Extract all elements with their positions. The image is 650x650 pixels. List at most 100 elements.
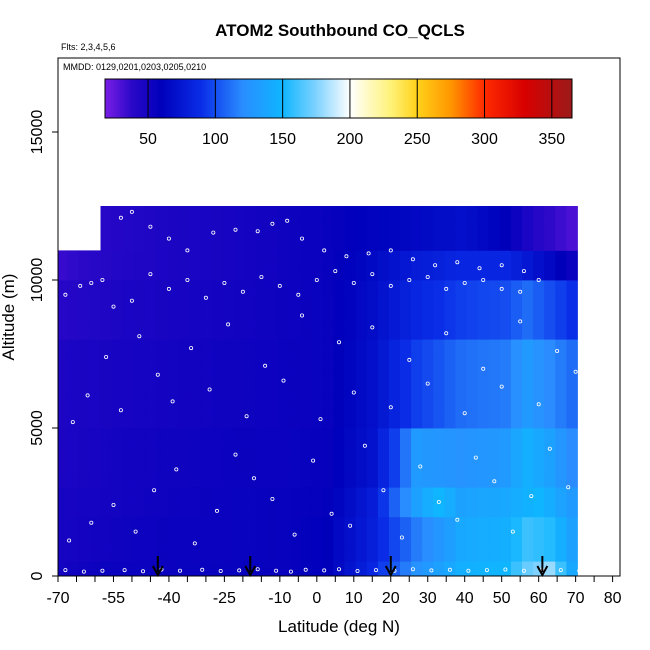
heatmap-cell bbox=[422, 235, 434, 251]
heatmap-cell bbox=[67, 354, 79, 370]
heatmap-cell bbox=[322, 294, 334, 310]
heatmap-cell bbox=[58, 561, 68, 576]
heatmap-cell bbox=[477, 398, 490, 414]
heatmap-cell bbox=[510, 309, 523, 325]
heatmap-cell bbox=[366, 235, 379, 251]
heatmap-cell bbox=[266, 368, 279, 384]
heatmap-cell bbox=[455, 250, 467, 266]
sample-point bbox=[481, 366, 486, 371]
heatmap-cell bbox=[67, 472, 79, 488]
heatmap-cell bbox=[58, 457, 68, 473]
sample-point bbox=[466, 568, 471, 573]
heatmap-cell bbox=[255, 457, 268, 473]
heatmap-cell bbox=[155, 442, 168, 458]
heatmap-cell bbox=[78, 487, 90, 503]
heatmap-cell bbox=[67, 339, 79, 355]
heatmap-cell bbox=[200, 354, 212, 370]
heatmap-cell bbox=[300, 294, 312, 310]
heatmap-cell bbox=[167, 235, 179, 251]
heatmap-cell bbox=[555, 531, 567, 547]
heatmap-cell bbox=[300, 324, 312, 340]
heatmap-cell bbox=[111, 220, 124, 236]
heatmap-cell bbox=[255, 339, 268, 355]
heatmap-cell bbox=[544, 265, 556, 281]
heatmap-cell bbox=[522, 457, 534, 473]
heatmap-cell bbox=[422, 442, 434, 458]
heatmap-cell bbox=[122, 531, 135, 547]
heatmap-cell bbox=[366, 206, 379, 222]
heatmap-cell bbox=[200, 235, 212, 251]
heatmap-cell bbox=[400, 546, 412, 562]
heatmap-cell bbox=[322, 354, 334, 370]
heatmap-cell bbox=[422, 354, 434, 370]
heatmap-cell bbox=[544, 531, 556, 547]
heatmap-cell bbox=[233, 472, 246, 488]
heatmap-cell bbox=[400, 502, 412, 518]
heatmap-cell bbox=[477, 220, 490, 236]
sample-point bbox=[118, 408, 123, 413]
sample-point bbox=[436, 499, 441, 504]
heatmap-cell bbox=[100, 398, 113, 414]
heatmap-cell bbox=[89, 531, 101, 547]
x-tick-label: -10 bbox=[268, 590, 291, 607]
heatmap-cell bbox=[433, 428, 445, 444]
heatmap-cell bbox=[277, 250, 290, 266]
heatmap-cell bbox=[488, 546, 501, 562]
heatmap-cell bbox=[111, 413, 124, 429]
heatmap-cell bbox=[233, 546, 246, 562]
heatmap-cell bbox=[89, 398, 101, 414]
heatmap-cell bbox=[222, 398, 235, 414]
heatmap-cell bbox=[355, 235, 368, 251]
heatmap-cell bbox=[200, 546, 212, 562]
heatmap-cell bbox=[167, 546, 179, 562]
sample-point bbox=[425, 274, 430, 279]
heatmap-cell bbox=[300, 428, 312, 444]
sample-point bbox=[166, 286, 171, 291]
heatmap-cell bbox=[533, 235, 545, 251]
arrow-head bbox=[151, 565, 164, 578]
arrow-head bbox=[244, 565, 257, 578]
heatmap-cell bbox=[211, 294, 223, 310]
heatmap-cell bbox=[58, 280, 68, 296]
heatmap-cell bbox=[377, 398, 390, 414]
heatmap-cell bbox=[444, 546, 456, 562]
heatmap-cell bbox=[144, 368, 157, 384]
heatmap-cell bbox=[444, 339, 456, 355]
heatmap-cell bbox=[311, 309, 323, 325]
heatmap-cell bbox=[58, 265, 68, 281]
heatmap-cell bbox=[566, 235, 578, 251]
heatmap-cell bbox=[555, 206, 567, 222]
heatmap-cell bbox=[377, 250, 390, 266]
heatmap-cell bbox=[455, 220, 467, 236]
heatmap-cell bbox=[222, 339, 235, 355]
heatmap-cell bbox=[533, 413, 545, 429]
heatmap-cell bbox=[255, 206, 268, 222]
heatmap-cell bbox=[422, 280, 434, 296]
heatmap-cell bbox=[133, 339, 146, 355]
heatmap-cell bbox=[189, 324, 201, 340]
heatmap-cell bbox=[178, 398, 190, 414]
heatmap-cell bbox=[555, 413, 567, 429]
heatmap-cell bbox=[566, 324, 578, 340]
heatmap-cell bbox=[67, 309, 79, 325]
heatmap-cell bbox=[300, 502, 312, 518]
heatmap-cell bbox=[222, 250, 235, 266]
heatmap-cell bbox=[155, 368, 168, 384]
heatmap-cell bbox=[311, 235, 323, 251]
heatmap-cell bbox=[311, 250, 323, 266]
heatmap-cell bbox=[455, 561, 467, 576]
heatmap-cell bbox=[311, 206, 323, 222]
heatmap-cell bbox=[522, 413, 534, 429]
heatmap-cell bbox=[266, 546, 279, 562]
heatmap-cell bbox=[100, 220, 113, 236]
heatmap-cell bbox=[455, 413, 467, 429]
heatmap-cell bbox=[78, 324, 90, 340]
heatmap-cell bbox=[333, 561, 345, 576]
heatmap-cell bbox=[111, 339, 124, 355]
heatmap-cell bbox=[344, 457, 357, 473]
heatmap-cell bbox=[233, 294, 246, 310]
heatmap-cell bbox=[289, 516, 301, 532]
heatmap-cell bbox=[466, 280, 479, 296]
heatmap-cell bbox=[277, 280, 290, 296]
heatmap-cell bbox=[266, 235, 279, 251]
